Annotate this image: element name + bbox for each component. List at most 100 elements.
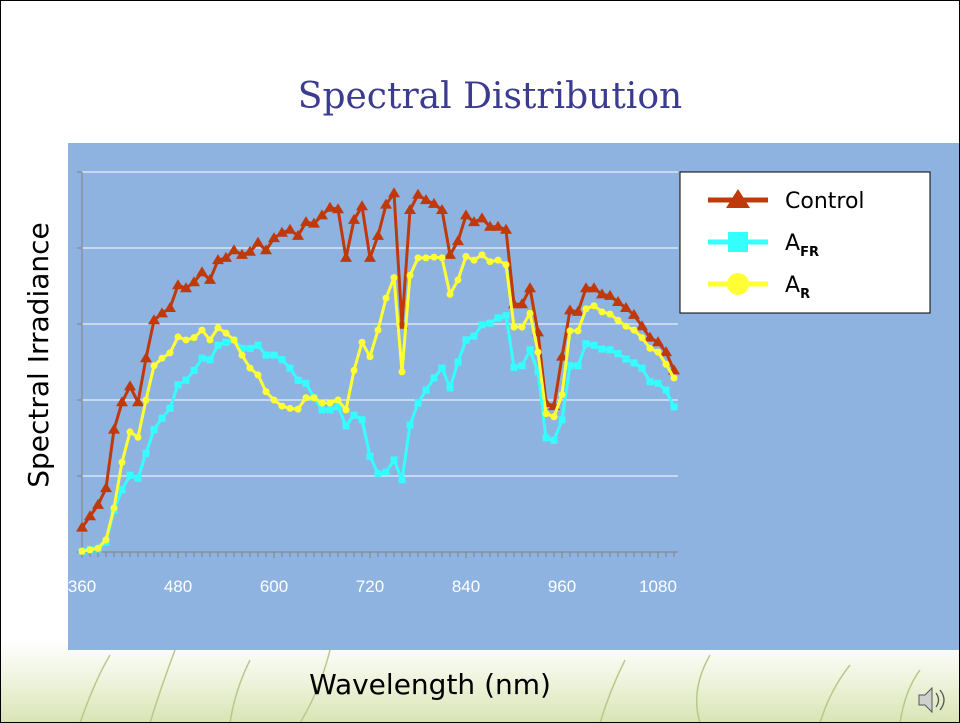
- data-point: [110, 504, 118, 512]
- data-point: [492, 220, 504, 231]
- data-point: [292, 229, 304, 240]
- data-point: [318, 399, 326, 407]
- data-point: [190, 366, 198, 374]
- data-point: [358, 416, 366, 424]
- data-point: [100, 482, 112, 493]
- data-point: [142, 396, 150, 404]
- data-point: [406, 271, 414, 279]
- data-point: [598, 308, 606, 316]
- data-point: [486, 258, 494, 266]
- data-point: [158, 354, 166, 362]
- data-point: [550, 413, 558, 421]
- data-point: [534, 348, 542, 356]
- data-point: [486, 319, 494, 327]
- data-point: [630, 326, 638, 334]
- data-point: [558, 391, 566, 399]
- data-point: [326, 399, 334, 407]
- data-point: [358, 338, 366, 346]
- data-point: [572, 305, 584, 316]
- data-point: [588, 282, 600, 293]
- data-point: [502, 312, 510, 320]
- data-point: [580, 282, 592, 293]
- x-tick-label: 720: [356, 577, 384, 596]
- data-point: [222, 329, 230, 337]
- data-point: [590, 341, 598, 349]
- data-point: [116, 396, 128, 407]
- data-point: [254, 371, 262, 379]
- data-point: [94, 544, 102, 552]
- data-point: [446, 290, 454, 298]
- data-point: [620, 302, 632, 313]
- data-point: [484, 220, 496, 231]
- data-point: [142, 449, 150, 457]
- data-point: [126, 471, 134, 479]
- data-point: [286, 404, 294, 412]
- data-point: [278, 356, 286, 364]
- data-point: [564, 304, 576, 315]
- data-point: [334, 403, 342, 411]
- x-tick-label: 360: [68, 577, 96, 596]
- data-point: [566, 327, 574, 335]
- data-point: [638, 334, 646, 342]
- data-point: [220, 251, 232, 262]
- data-point: [398, 368, 406, 376]
- data-point: [628, 308, 640, 319]
- data-point: [284, 223, 296, 234]
- data-point: [222, 338, 230, 346]
- data-point: [302, 394, 310, 402]
- data-point: [308, 217, 320, 228]
- data-point: [476, 212, 488, 223]
- data-point: [342, 406, 350, 414]
- data-point: [286, 364, 294, 372]
- data-point: [414, 254, 422, 262]
- data-point: [150, 426, 158, 434]
- data-point: [598, 345, 606, 353]
- data-point: [518, 323, 526, 331]
- data-point: [622, 322, 630, 330]
- data-point: [228, 244, 240, 255]
- data-point: [460, 209, 472, 220]
- data-point: [108, 423, 120, 434]
- data-point: [638, 364, 646, 372]
- data-point: [254, 341, 262, 349]
- x-tick-label: 960: [548, 577, 576, 596]
- data-point: [182, 376, 190, 384]
- data-point: [516, 298, 528, 309]
- data-point: [436, 204, 448, 214]
- data-point: [574, 327, 582, 335]
- data-point: [502, 261, 510, 269]
- data-point: [246, 344, 254, 352]
- data-point: [238, 351, 246, 359]
- data-point: [180, 282, 192, 293]
- data-point: [612, 295, 624, 306]
- data-point: [558, 416, 566, 424]
- data-point: [204, 273, 216, 284]
- data-point: [156, 307, 168, 318]
- data-point: [118, 458, 126, 466]
- legend-marker: [728, 232, 748, 252]
- data-point: [332, 203, 344, 214]
- data-point: [526, 309, 534, 317]
- data-point: [470, 256, 478, 264]
- data-point: [622, 355, 630, 363]
- data-point: [590, 302, 598, 310]
- data-point: [134, 433, 142, 441]
- x-tick-label: 840: [452, 577, 480, 596]
- grass-strokes: [79, 649, 921, 723]
- plot-area: 360 480 600 720 840 960 1080: [68, 171, 680, 596]
- data-point: [270, 351, 278, 359]
- data-point: [478, 321, 486, 329]
- data-point: [150, 362, 158, 370]
- data-point: [196, 266, 208, 277]
- data-point: [660, 346, 672, 357]
- data-point: [542, 410, 550, 418]
- data-point: [134, 474, 142, 482]
- data-point: [428, 197, 440, 208]
- data-point: [366, 353, 374, 361]
- data-point: [670, 403, 678, 411]
- data-point: [102, 536, 110, 544]
- data-point: [182, 336, 190, 344]
- data-point: [446, 384, 454, 392]
- data-point: [238, 344, 246, 352]
- data-point: [646, 344, 654, 352]
